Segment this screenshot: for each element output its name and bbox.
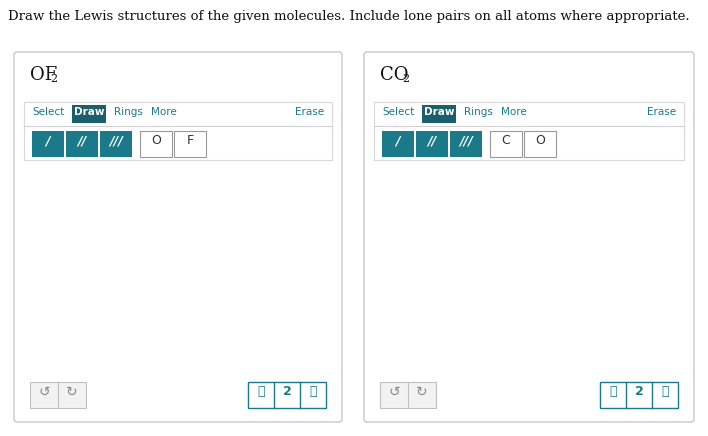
Text: /: / (46, 134, 50, 147)
Bar (422, 105, 456, 123)
Text: Select: Select (382, 107, 414, 117)
Text: ///: /// (459, 134, 473, 147)
Bar (524, 131, 556, 157)
Text: ↻: ↻ (416, 385, 428, 399)
Text: F: F (186, 134, 193, 147)
Text: 2: 2 (634, 385, 644, 398)
Bar (66, 131, 98, 157)
Text: 🔍: 🔍 (610, 385, 617, 398)
Text: 2: 2 (282, 385, 292, 398)
Bar (490, 131, 522, 157)
Text: ///: /// (109, 134, 123, 147)
Bar (374, 102, 684, 160)
Bar (600, 382, 678, 408)
Text: More: More (151, 107, 177, 117)
Bar (30, 382, 86, 408)
Text: ↺: ↺ (38, 385, 50, 399)
FancyBboxPatch shape (364, 52, 694, 422)
Bar (72, 105, 106, 123)
Bar (416, 131, 448, 157)
Bar (140, 131, 172, 157)
Text: 🔍: 🔍 (309, 385, 316, 398)
Bar (174, 131, 206, 157)
Text: 🔍: 🔍 (257, 385, 265, 398)
Text: ↻: ↻ (66, 385, 78, 399)
Text: Erase: Erase (647, 107, 676, 117)
Text: Draw: Draw (424, 107, 455, 117)
Text: Rings: Rings (114, 107, 143, 117)
Text: O: O (151, 134, 161, 147)
Text: ↺: ↺ (388, 385, 400, 399)
FancyBboxPatch shape (14, 52, 342, 422)
Text: Rings: Rings (464, 107, 493, 117)
Text: 2: 2 (402, 74, 409, 84)
Text: Erase: Erase (295, 107, 324, 117)
Bar (100, 131, 132, 157)
Text: Select: Select (32, 107, 64, 117)
Text: //: // (428, 134, 437, 147)
Text: //: // (77, 134, 86, 147)
Text: OF: OF (30, 66, 57, 84)
Text: /: / (396, 134, 400, 147)
Bar (24, 102, 332, 160)
Text: CO: CO (380, 66, 409, 84)
Text: 2: 2 (50, 74, 57, 84)
Text: C: C (502, 134, 510, 147)
Bar (382, 131, 414, 157)
Bar (248, 382, 326, 408)
Bar (450, 131, 482, 157)
Bar (380, 382, 436, 408)
Bar (32, 131, 64, 157)
Text: Draw the Lewis structures of the given molecules. Include lone pairs on all atom: Draw the Lewis structures of the given m… (8, 10, 690, 23)
Text: More: More (501, 107, 527, 117)
Text: Draw: Draw (74, 107, 104, 117)
Text: O: O (535, 134, 545, 147)
Text: 🔍: 🔍 (661, 385, 669, 398)
